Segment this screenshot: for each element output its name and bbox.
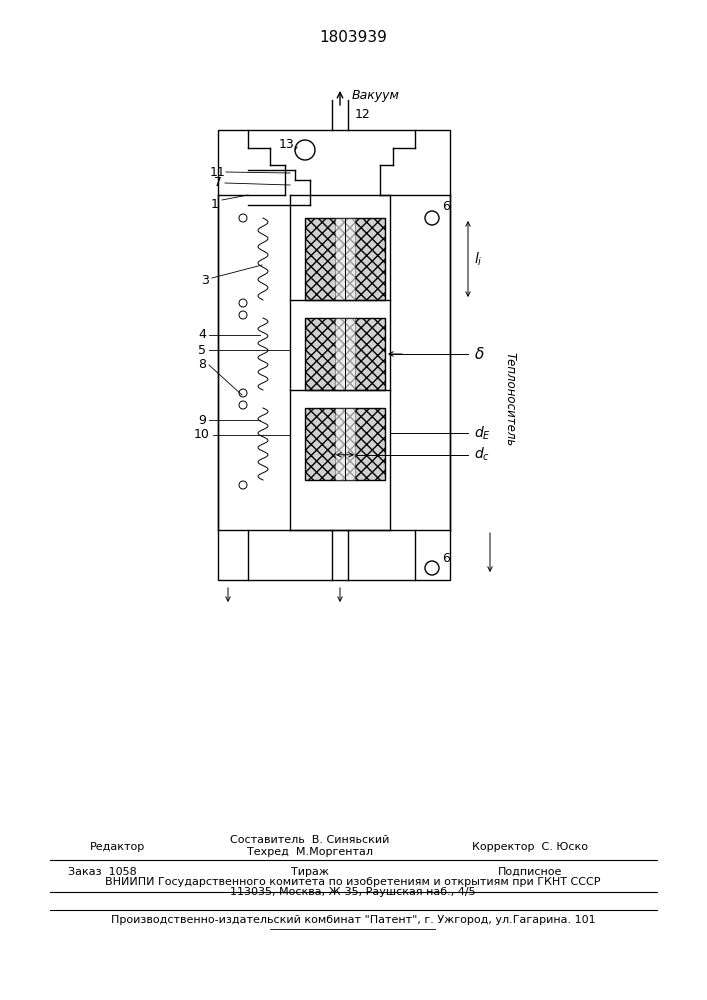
Text: 11: 11	[210, 166, 226, 180]
Text: 1: 1	[211, 198, 219, 212]
Text: 13: 13	[279, 138, 295, 151]
Text: 113035, Москва, Ж-35, Раушская наб., 4/5: 113035, Москва, Ж-35, Раушская наб., 4/5	[230, 887, 476, 897]
Text: Тираж: Тираж	[291, 867, 329, 877]
Bar	[305, 318, 385, 390]
Text: ВНИИПИ Государственного комитета по изобретениям и открытиям при ГКНТ СССР: ВНИИПИ Государственного комитета по изоб…	[105, 877, 601, 887]
Text: Теплоноситель: Теплоноситель	[503, 352, 517, 446]
Bar	[335, 408, 355, 480]
Text: 4: 4	[198, 328, 206, 342]
Text: $d_c$: $d_c$	[474, 446, 490, 464]
Text: 12: 12	[355, 108, 370, 121]
Bar	[305, 408, 385, 480]
Text: 6: 6	[442, 200, 450, 213]
Text: $l_i$: $l_i$	[474, 250, 482, 268]
Bar	[305, 218, 385, 300]
Bar	[305, 218, 385, 300]
Bar	[335, 218, 355, 300]
Text: 10: 10	[194, 428, 210, 442]
Text: Корректор  С. Юско: Корректор С. Юско	[472, 842, 588, 852]
Text: Редактор: Редактор	[90, 842, 145, 852]
Text: Производственно-издательский комбинат "Патент", г. Ужгород, ул.Гагарина. 101: Производственно-издательский комбинат "П…	[111, 915, 595, 925]
Text: 1803939: 1803939	[319, 30, 387, 45]
Text: $\delta$: $\delta$	[474, 346, 484, 362]
Bar	[218, 130, 450, 580]
Text: $d_E$: $d_E$	[474, 424, 491, 442]
Text: Подписное: Подписное	[498, 867, 562, 877]
Text: 6: 6	[442, 552, 450, 564]
Bar	[305, 318, 385, 390]
Text: Техред  М.Моргентал: Техред М.Моргентал	[247, 847, 373, 857]
Text: 8: 8	[198, 359, 206, 371]
Text: 9: 9	[198, 414, 206, 426]
Text: Составитель  В. Синяьский: Составитель В. Синяьский	[230, 835, 390, 845]
Text: Заказ  1058: Заказ 1058	[68, 867, 136, 877]
Bar	[335, 318, 355, 390]
Text: 5: 5	[198, 344, 206, 357]
Text: 7: 7	[214, 176, 222, 188]
Text: 3: 3	[201, 273, 209, 286]
Text: Вакуум: Вакуум	[352, 89, 400, 102]
Bar	[305, 408, 385, 480]
